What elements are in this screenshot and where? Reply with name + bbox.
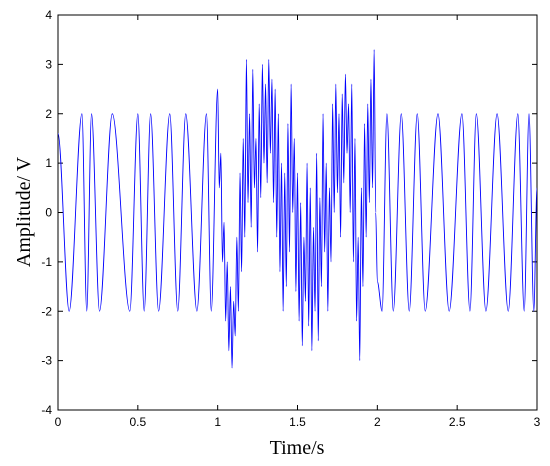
y-tick-label: 4 <box>45 8 52 22</box>
x-tick-label: 2 <box>374 415 381 429</box>
x-tick-label: 1.5 <box>289 415 306 429</box>
signal-line <box>57 49 538 369</box>
y-tick-label: -4 <box>41 403 52 417</box>
y-tick-label: 3 <box>45 57 52 71</box>
y-axis-label: Amplitude/ V <box>13 156 35 267</box>
x-tick-label: 0 <box>55 415 62 429</box>
x-axis-label: Time/s <box>270 437 325 459</box>
y-tick-label: -3 <box>41 354 52 368</box>
y-tick-label: 0 <box>45 206 52 220</box>
x-tick-label: 1 <box>214 415 221 429</box>
x-tick-label: 2.5 <box>449 415 466 429</box>
y-tick-label: -1 <box>41 255 52 269</box>
y-tick-label: 2 <box>45 107 52 121</box>
plot-box <box>57 14 538 411</box>
x-tick-label: 3 <box>534 415 541 429</box>
y-tick-label: -2 <box>41 304 52 318</box>
y-tick-label: 1 <box>45 156 52 170</box>
x-tick-label: 0.5 <box>129 415 146 429</box>
